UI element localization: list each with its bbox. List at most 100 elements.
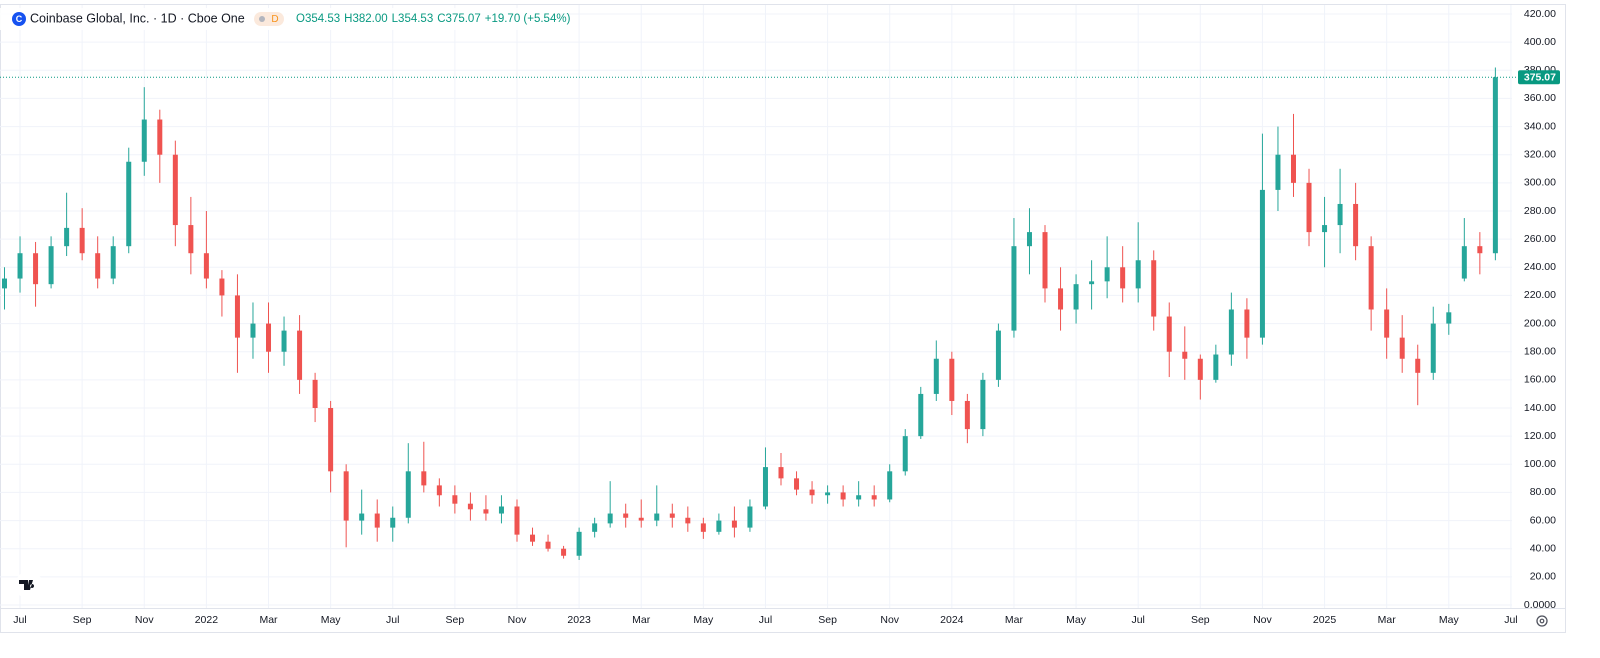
candle-body: [374, 513, 380, 528]
candle-body: [95, 253, 101, 279]
x-tick-label: 2023: [567, 614, 591, 626]
candle-body: [1244, 309, 1250, 338]
y-tick-label: 220.00: [1524, 289, 1556, 301]
candle-body: [840, 492, 846, 500]
x-tick-label: Jul: [386, 614, 399, 626]
y-tick-label: 120.00: [1524, 430, 1556, 442]
candle-body: [1337, 203, 1343, 226]
candle-body: [638, 517, 644, 521]
candle-body: [1089, 281, 1095, 285]
y-tick-label: 280.00: [1524, 205, 1556, 217]
candle-body: [871, 495, 877, 500]
candle-body: [1058, 288, 1064, 310]
chart-frame: [0, 4, 1566, 633]
symbol-logo-letter: C: [16, 14, 23, 24]
candle-body: [1477, 246, 1483, 254]
candle-body: [856, 495, 862, 500]
candle-body: [654, 513, 660, 521]
candle-body: [669, 513, 675, 518]
candle-body: [234, 295, 240, 338]
ohlc-value: 375.07: [446, 13, 481, 25]
candle-body: [359, 513, 365, 521]
y-tick-label: 160.00: [1524, 374, 1556, 386]
candle-body: [545, 541, 551, 549]
x-tick-label: May: [693, 614, 714, 626]
x-tick-label: 2024: [940, 614, 964, 626]
candle-body: [918, 393, 924, 437]
candle-body: [902, 436, 908, 472]
symbol-logo: [12, 12, 26, 26]
candle-body: [203, 253, 209, 279]
y-tick-label: 100.00: [1524, 458, 1556, 470]
candle-body: [1290, 154, 1296, 183]
candle-body: [1430, 323, 1436, 373]
candle-body: [126, 161, 132, 247]
candles: [2, 67, 1498, 560]
candle-body: [1135, 260, 1141, 289]
candle-body: [1384, 309, 1390, 338]
candle-body: [887, 471, 893, 500]
candle-body: [1228, 309, 1234, 355]
x-tick-label: Sep: [446, 614, 465, 626]
candle-body: [561, 548, 567, 556]
candle-body: [1275, 154, 1281, 190]
y-tick-label: 80.00: [1530, 486, 1556, 498]
x-tick-label: May: [1439, 614, 1460, 626]
badge-dot: [259, 16, 265, 22]
candle-body: [592, 523, 598, 532]
candle-body: [747, 506, 753, 528]
candle-body: [157, 119, 163, 155]
candle-body: [576, 531, 582, 556]
candle-body: [623, 513, 629, 518]
y-tick-label: 0.0000: [1524, 599, 1556, 611]
tv-logo: [15, 571, 43, 599]
x-tick-label: Mar: [632, 614, 651, 626]
candle-body: [1492, 77, 1498, 254]
candle-body: [64, 227, 70, 247]
candle-body: [421, 471, 427, 486]
y-tick-label: 140.00: [1524, 402, 1556, 414]
candle-body: [1011, 246, 1017, 331]
ohlc-value: 354.53: [398, 13, 433, 25]
ohlc-key: O: [296, 13, 305, 25]
y-tick-label: 20.00: [1530, 571, 1556, 583]
candle-body: [498, 506, 504, 514]
ohlc-value: 354.53: [305, 13, 340, 25]
candle-body: [1353, 203, 1359, 247]
interval-badge[interactable]: [254, 12, 284, 26]
candle-body: [995, 330, 1001, 380]
candle-body: [794, 478, 800, 490]
candle-body: [172, 154, 178, 226]
candle-body: [933, 358, 939, 394]
settings-icon[interactable]: [1536, 615, 1548, 627]
candle-body: [514, 506, 520, 535]
x-tick-label: Nov: [880, 614, 899, 626]
y-tick-label: 300.00: [1524, 177, 1556, 189]
y-tick-label: 240.00: [1524, 261, 1556, 273]
grid: [0, 5, 1512, 608]
candle-body: [1120, 267, 1126, 289]
x-tick-label: 2022: [195, 614, 219, 626]
x-tick-label: Mar: [1005, 614, 1024, 626]
candle-body: [1213, 354, 1219, 380]
candle-body: [312, 379, 318, 408]
ohlc-key: H: [344, 13, 352, 25]
candle-body: [762, 467, 768, 507]
candle-body: [1322, 225, 1328, 233]
candle-body: [141, 119, 147, 162]
candle-body: [964, 400, 970, 430]
candle-body: [390, 517, 396, 528]
candle-body: [530, 534, 536, 542]
candle-body: [79, 227, 85, 254]
candle-body: [1415, 358, 1421, 373]
candle-body: [1399, 337, 1405, 359]
x-tick-label: Jul: [1131, 614, 1144, 626]
y-tick-label: 320.00: [1524, 148, 1556, 160]
y-tick-label: 60.00: [1530, 514, 1556, 526]
candle-body: [1259, 189, 1265, 338]
interval-label: D: [271, 14, 278, 25]
y-tick-label: 40.00: [1530, 542, 1556, 554]
x-tick-label: Jul: [13, 614, 26, 626]
